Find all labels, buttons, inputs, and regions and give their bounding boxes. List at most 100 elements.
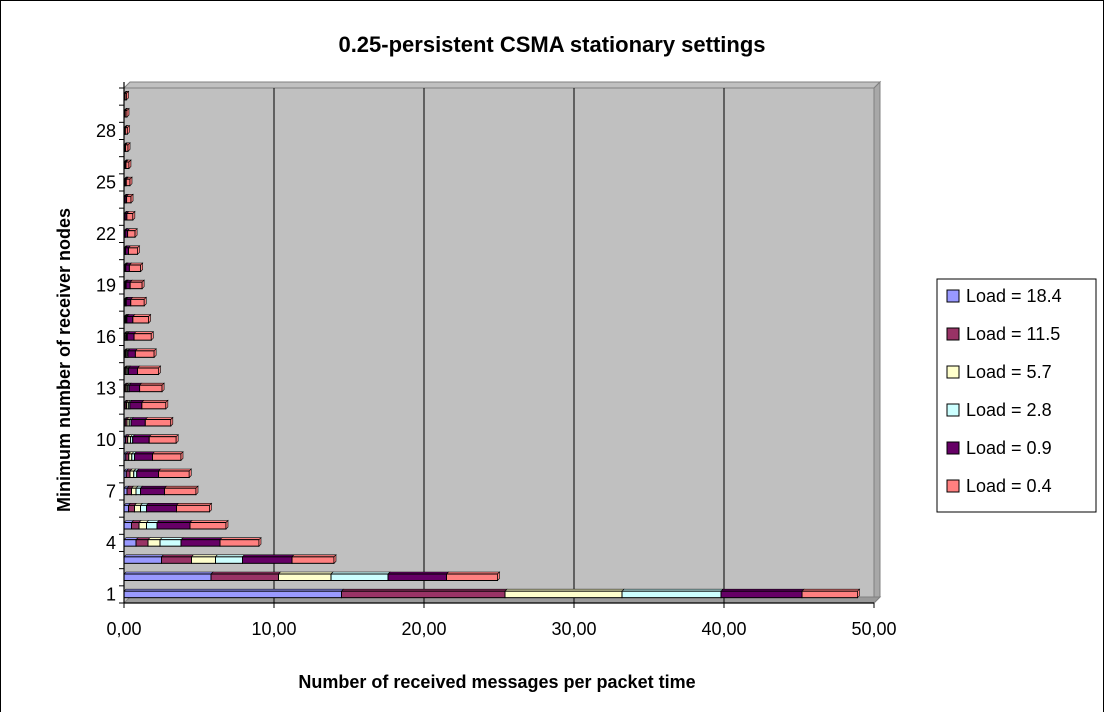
bar-end-cap [129, 176, 133, 187]
bar-end-cap [188, 468, 192, 479]
bar-segment [341, 590, 506, 599]
bar-segment [176, 504, 210, 513]
bar-segment [134, 504, 141, 513]
bar-segment [146, 522, 158, 530]
bar-segment [126, 213, 134, 221]
y-tick-label: 7 [106, 481, 116, 501]
bar-end-cap [225, 519, 229, 530]
plot-background [123, 87, 875, 604]
x-tick-label: 40,00 [701, 619, 746, 639]
legend: Load = 18.4 Load = 11.5 Load = 5.7 Load = 2… [936, 278, 1097, 513]
bar-segment [133, 333, 152, 341]
legend-swatch [946, 403, 960, 417]
axes-layer: 1 4 7 10 13 16 19 22 25 28 0,00 10,00 20,00 30,00 40,0… [96, 82, 897, 639]
bar-segment [132, 316, 150, 324]
bar-end-cap [165, 399, 169, 410]
bar-segment [159, 539, 182, 547]
bar-segment [131, 522, 140, 530]
bar-segment [189, 522, 227, 530]
bar-segment [131, 487, 137, 496]
bar-end-cap [127, 142, 131, 153]
y-tick-label: 4 [106, 533, 116, 553]
bar-end-cap [130, 193, 134, 204]
bar-segment [126, 487, 132, 496]
bar-segment [147, 539, 161, 547]
bar-segment [123, 590, 342, 599]
bar-end-cap [137, 245, 140, 256]
bar-segment [148, 436, 177, 444]
x-tick-label: 20,00 [401, 619, 446, 639]
bar-segment [210, 573, 279, 581]
bar-segment [139, 384, 163, 393]
chart-title: 0.25-persistent CSMA stationary settings [338, 32, 765, 57]
bar-segment [128, 384, 141, 393]
bar-segment [164, 487, 197, 496]
y-tick-label: 28 [96, 121, 116, 141]
bar-segment [137, 367, 159, 375]
bar-segment [161, 556, 192, 564]
bar-segment [291, 556, 335, 564]
bar-segment [621, 590, 722, 599]
bar-segment [141, 401, 167, 410]
bar-end-cap [141, 279, 145, 290]
bar-segment [124, 127, 128, 135]
legend-box [936, 278, 1097, 513]
bar-end-cap [209, 502, 212, 513]
bar-segment [136, 470, 159, 478]
bar-segment [126, 316, 134, 324]
bar-segment [129, 401, 143, 410]
y-tick-label: 22 [96, 224, 116, 244]
bar-segment [128, 247, 138, 255]
bar-segment [135, 487, 141, 496]
bar-segment [125, 161, 130, 169]
bar-segment [125, 298, 132, 307]
bar-end-cap [857, 588, 860, 599]
bar-segment [191, 556, 216, 564]
x-tick-label: 0,00 [106, 619, 141, 639]
bar-segment [330, 573, 389, 581]
legend-label: Load = 5.7 [966, 362, 1052, 382]
bar-end-cap [132, 210, 136, 221]
bar-segment [387, 573, 447, 581]
bar-segment [123, 573, 212, 581]
bar-segment [446, 573, 498, 581]
bar-segment [156, 522, 191, 530]
bar-segment [129, 470, 135, 478]
bar-segment [126, 195, 132, 204]
bar-end-cap [175, 433, 179, 444]
bar-segment [123, 539, 137, 547]
bar-segment [125, 178, 131, 187]
bar-segment [130, 298, 145, 307]
y-tick-label: 25 [96, 172, 116, 192]
legend-label: Load = 11.5 [966, 324, 1060, 344]
bar-end-cap [140, 262, 143, 273]
bar-segment [180, 539, 221, 547]
bar-segment [144, 419, 172, 427]
legend-label: Load = 18.4 [966, 286, 1062, 306]
bar-end-cap [148, 313, 151, 324]
bar-end-cap [158, 365, 161, 376]
bar-segment [127, 230, 136, 238]
bar-layer [123, 90, 861, 599]
bar-segment [125, 144, 129, 152]
bar-segment [140, 504, 147, 513]
legend-swatch [946, 327, 960, 341]
bar-segment [801, 590, 858, 599]
y-tick-label: 16 [96, 327, 116, 347]
legend-label: Load = 2.8 [966, 400, 1052, 420]
y-tick-label: 10 [96, 430, 116, 450]
bar-segment [128, 504, 135, 513]
bar-segment [125, 264, 130, 272]
y-tick-label: 19 [96, 275, 116, 295]
bar-segment [134, 453, 153, 461]
bar-segment [158, 470, 190, 478]
bar-end-cap [497, 571, 500, 582]
x-axis-title: Number of received messages per packet t… [298, 672, 695, 692]
bar-segment [125, 281, 131, 290]
legend-swatch [946, 289, 960, 303]
bar-segment [123, 522, 132, 530]
bar-segment [134, 350, 155, 358]
x-tick-label: 10,00 [251, 619, 296, 639]
bar-end-cap [143, 296, 147, 307]
